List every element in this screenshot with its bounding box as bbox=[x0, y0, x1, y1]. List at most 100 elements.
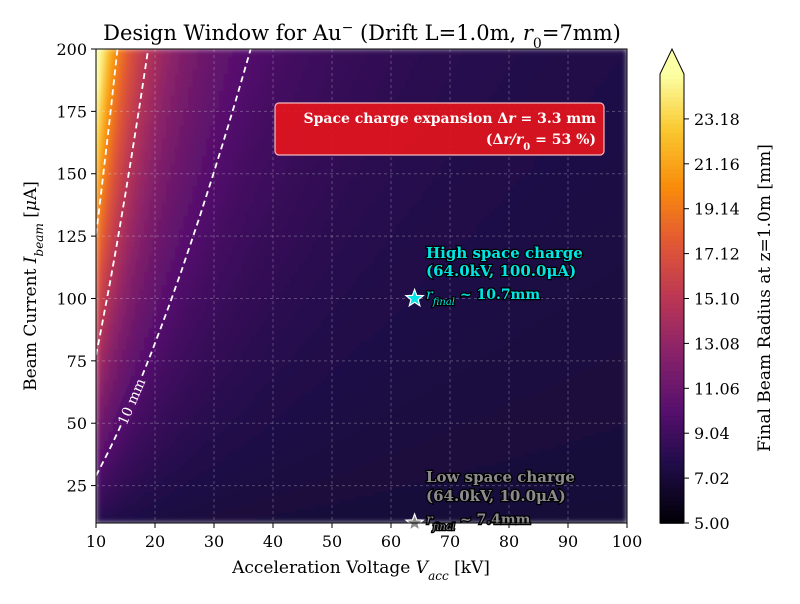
heatmap-cell bbox=[96, 358, 102, 365]
heatmap-cell bbox=[139, 294, 146, 300]
heatmap-cell bbox=[175, 255, 181, 261]
heatmap-cell bbox=[148, 324, 155, 330]
heatmap-cell bbox=[179, 52, 186, 59]
heatmap-cell bbox=[210, 104, 217, 110]
heatmap-cell bbox=[232, 52, 239, 59]
heatmap-cell bbox=[201, 238, 208, 244]
heatmap-cell bbox=[232, 423, 239, 429]
heatmap-cell bbox=[276, 57, 283, 63]
heatmap-cell bbox=[166, 229, 172, 235]
heatmap-cell bbox=[259, 225, 265, 231]
heatmap-cell bbox=[148, 371, 155, 378]
heatmap-cell bbox=[108, 177, 115, 184]
heatmap-cell bbox=[104, 250, 110, 257]
heatmap-cell bbox=[130, 350, 137, 356]
heatmap-cell bbox=[96, 199, 102, 205]
heatmap-cell bbox=[144, 160, 150, 166]
heatmap-cell bbox=[175, 156, 181, 162]
heatmap-cell bbox=[130, 177, 137, 184]
heatmap-cell bbox=[188, 173, 194, 179]
heatmap-cell bbox=[166, 500, 172, 507]
heatmap-cell bbox=[241, 371, 248, 378]
heatmap-cell bbox=[113, 406, 119, 412]
heatmap-cell bbox=[144, 225, 150, 231]
heatmap-cell bbox=[175, 505, 181, 511]
heatmap-cell bbox=[135, 61, 141, 67]
heatmap-cell bbox=[267, 406, 274, 412]
heatmap-cell bbox=[237, 345, 243, 352]
heatmap-cell bbox=[170, 100, 177, 106]
heatmap-cell bbox=[183, 483, 190, 490]
heatmap-cell bbox=[192, 410, 199, 416]
heatmap-cell bbox=[241, 91, 248, 97]
heatmap-cell bbox=[245, 121, 252, 128]
heatmap-cell bbox=[294, 238, 301, 244]
heatmap-cell bbox=[108, 151, 115, 158]
heatmap-cell bbox=[223, 246, 230, 253]
heatmap-cell bbox=[113, 319, 119, 326]
heatmap-cell bbox=[139, 354, 146, 360]
heatmap-cell bbox=[210, 350, 217, 356]
heatmap-cell bbox=[267, 388, 274, 395]
heatmap-cell bbox=[223, 104, 230, 110]
heatmap-cell bbox=[219, 449, 225, 455]
heatmap-cell bbox=[228, 108, 234, 115]
heatmap-cell bbox=[104, 328, 110, 334]
heatmap-cell bbox=[139, 332, 146, 339]
heatmap-cell bbox=[290, 350, 296, 356]
heatmap-cell bbox=[130, 242, 137, 248]
heatmap-cell bbox=[161, 406, 168, 412]
heatmap-cell bbox=[183, 164, 190, 171]
heatmap-cell bbox=[223, 263, 230, 270]
heatmap-cell bbox=[250, 505, 256, 511]
heatmap-cell bbox=[183, 380, 190, 386]
heatmap-cell bbox=[219, 65, 225, 72]
heatmap-cell bbox=[104, 362, 110, 369]
heatmap-cell bbox=[175, 61, 181, 67]
heatmap-cell bbox=[108, 427, 115, 434]
heatmap-cell bbox=[175, 74, 181, 80]
heatmap-cell bbox=[188, 113, 194, 119]
heatmap-cell bbox=[263, 371, 270, 378]
heatmap-cell bbox=[281, 169, 287, 175]
heatmap-cell bbox=[290, 156, 296, 162]
heatmap-cell bbox=[166, 134, 172, 141]
heatmap-cell bbox=[108, 91, 115, 97]
heatmap-cell bbox=[179, 173, 186, 179]
heatmap-cell bbox=[144, 367, 150, 373]
heatmap-cell bbox=[206, 479, 212, 485]
heatmap-cell bbox=[219, 268, 225, 274]
heatmap-cell bbox=[148, 138, 155, 145]
heatmap-cell bbox=[197, 431, 203, 438]
heatmap-cell bbox=[214, 341, 221, 347]
heatmap-cell bbox=[254, 259, 261, 266]
heatmap-cell bbox=[175, 475, 181, 481]
heatmap-cell bbox=[135, 492, 141, 498]
heatmap-cell bbox=[121, 513, 128, 520]
heatmap-cell bbox=[117, 95, 124, 102]
heatmap-cell bbox=[232, 169, 239, 175]
heatmap-cell bbox=[285, 341, 292, 347]
heatmap-cell bbox=[121, 289, 128, 296]
heatmap-cell bbox=[272, 418, 279, 425]
heatmap-cell bbox=[285, 186, 292, 192]
heatmap-cell bbox=[152, 164, 159, 171]
heatmap-cell bbox=[144, 138, 150, 145]
heatmap-cell bbox=[126, 190, 133, 197]
heatmap-cell bbox=[170, 276, 177, 283]
heatmap-cell bbox=[237, 212, 243, 218]
heatmap-cell bbox=[148, 100, 155, 106]
heatmap-cell bbox=[237, 194, 243, 201]
heatmap-cell bbox=[267, 337, 274, 343]
heatmap-cell bbox=[144, 268, 150, 274]
heatmap-cell bbox=[157, 414, 163, 421]
heatmap-cell bbox=[250, 431, 256, 438]
heatmap-cell bbox=[267, 358, 274, 365]
heatmap-cell bbox=[108, 449, 115, 455]
heatmap-cell bbox=[197, 113, 203, 119]
heatmap-cell bbox=[166, 479, 172, 485]
heatmap-cell bbox=[210, 337, 217, 343]
heatmap-cell bbox=[175, 229, 181, 235]
heatmap-cell bbox=[148, 121, 155, 128]
heatmap-cell bbox=[152, 138, 159, 145]
